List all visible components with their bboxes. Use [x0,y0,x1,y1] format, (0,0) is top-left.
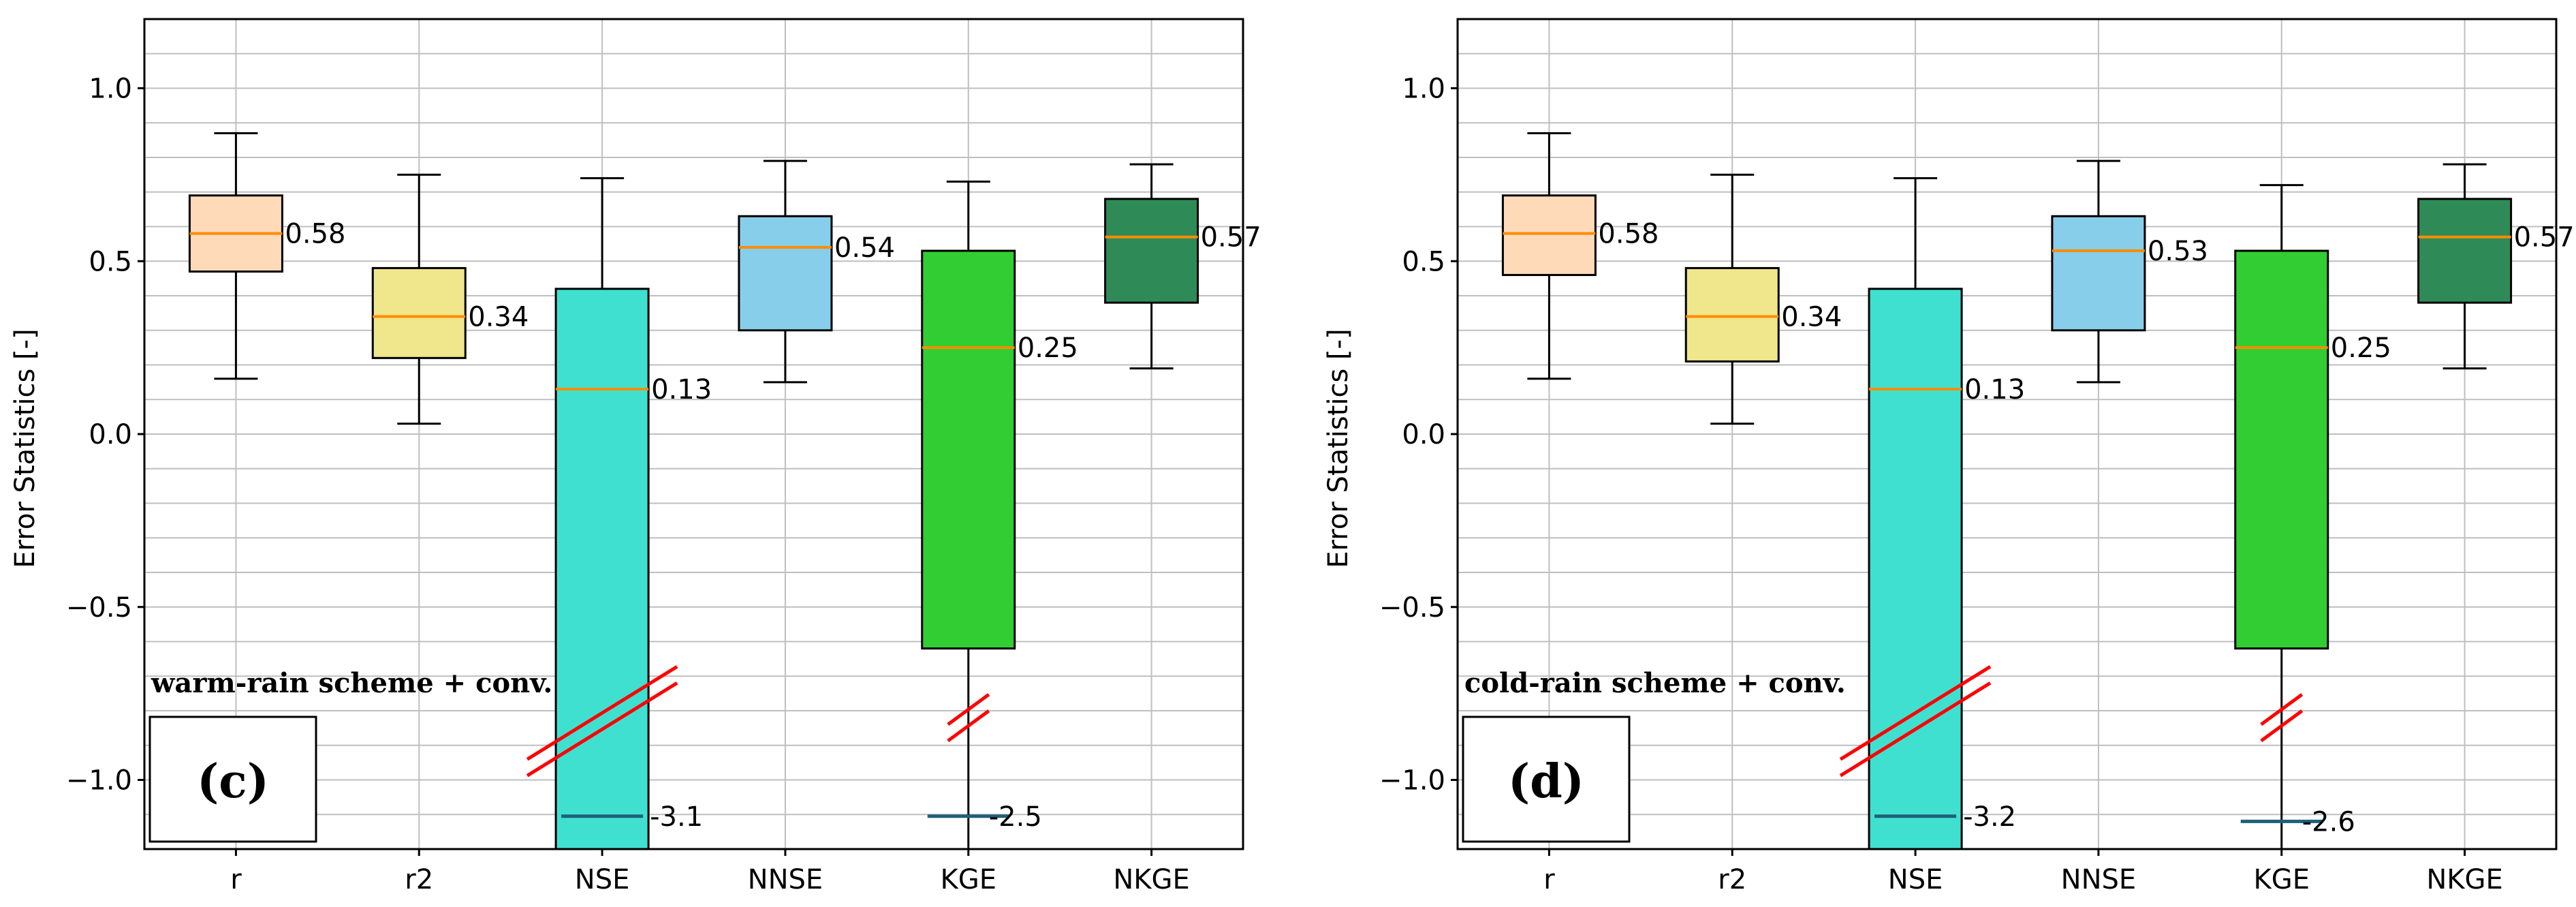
median-value-label: 0.54 [834,232,895,264]
panel-label: (d) [1508,754,1584,809]
box-r2: 0.34 [371,173,529,425]
scheme-annotation: warm-rain scheme + conv. [151,667,552,699]
y-tick-label: −0.5 [1379,592,1445,624]
panel-c: 0.58 0.34 0.13 -3.1 0.54 0.25 -2.5 0.57 −1.0 −0.… [10,18,1261,896]
box-nnse: 0.54 [738,159,895,384]
ticks-d: −1.0 −0.5 0.0 0.5 1.0 r r2 NSE NNSE KGE NKGE [1379,74,2503,896]
axis-break-mark [526,681,678,778]
panel-label-frame [148,716,317,843]
x-tick-label: NSE [1888,864,1943,895]
x-tick-label: r2 [405,864,433,895]
box-body [738,215,833,332]
y-tick-label: 1.0 [89,74,132,105]
box-nkge: 0.57 [1104,163,1261,370]
box-r: 0.58 [188,132,345,380]
median-value-label: 0.34 [1781,301,1842,333]
x-tick-label: NNSE [748,864,823,895]
y-tick-label: 0.0 [1402,419,1445,450]
box-body [1104,198,1199,304]
box-body [1501,194,1597,277]
median-value-label: 0.58 [1598,219,1659,250]
y-tick-label: 0.5 [1402,246,1445,277]
x-tick-label: NNSE [2061,864,2137,895]
x-tick-label: r2 [1718,864,1746,895]
axis-break-mark [1839,681,1992,778]
box-body [1868,288,1963,850]
panel-label-frame [1462,716,1631,843]
box-body [2051,215,2146,332]
median-value-label: 0.25 [2331,333,2391,364]
median-value-label: 0.13 [1964,374,2025,405]
axes-frame-d [1456,18,2558,850]
y-tick-label: 0.0 [89,419,132,450]
axis-break-mark [1839,665,1992,761]
median-value-label: 0.25 [1018,333,1078,364]
x-tick-label: NKGE [2426,864,2502,895]
axis-break-mark [2260,693,2304,726]
y-tick-label: 1.0 [1402,74,1445,105]
y-axis-label: Error Statistics [-] [10,328,41,568]
extreme-value-label: -2.5 [989,801,1042,833]
extreme-value-label: -3.1 [650,801,703,833]
extreme-value-label: -2.6 [2302,806,2355,837]
box-nse: 0.13 -3.2 [1839,176,2025,850]
median-value-label: 0.57 [1201,222,1261,253]
x-tick-label: KGE [941,864,997,895]
annotation-box-c: warm-rain scheme + conv. (c) [148,667,552,843]
x-tick-label: KGE [2254,864,2310,895]
box-body [2417,198,2513,304]
extreme-value-label: -3.2 [1963,801,2016,833]
box-r: 0.58 [1501,132,1659,380]
box-body [554,288,650,850]
median-value-label: 0.58 [285,219,345,250]
axis-break-mark [947,709,990,743]
x-tick-label: r [230,864,242,895]
panel-label: (c) [197,754,269,809]
box-body [2234,249,2329,650]
axis-break-mark [526,665,678,761]
box-kge: 0.25 -2.6 [2234,184,2391,849]
y-axis-label: Error Statistics [-] [1323,328,1354,568]
boxes-d: 0.58 0.34 0.13 -3.2 0.53 0.25 -2.6 0.57 [1501,132,2575,850]
scheme-annotation: cold-rain scheme + conv. [1464,667,1846,699]
y-tick-label: 0.5 [89,246,132,277]
box-nnse: 0.53 [2051,159,2208,384]
box-body [371,266,467,359]
y-tick-label: −1.0 [66,765,132,797]
median-value-label: 0.53 [2148,236,2208,267]
median-value-label: 0.34 [468,301,529,333]
axis-break-mark [947,693,990,726]
box-nse: 0.13 -3.1 [526,176,712,850]
boxes-c: 0.58 0.34 0.13 -3.1 0.54 0.25 -2.5 0.57 [188,132,1261,850]
x-tick-label: NKGE [1113,864,1189,895]
box-r2: 0.34 [1684,173,1842,425]
box-body [921,249,1016,650]
annotation-box-d: cold-rain scheme + conv. (d) [1462,667,1846,843]
median-value-label: 0.57 [2514,222,2575,253]
x-tick-label: r [1543,864,1555,895]
y-tick-label: −1.0 [1379,765,1445,797]
box-body [1684,266,1780,363]
axes-frame-c [143,18,1244,850]
box-nkge: 0.57 [2417,163,2575,370]
ticks-c: −1.0 −0.5 0.0 0.5 1.0 r r2 NSE NNSE KGE NKGE [66,74,1190,896]
panel-d: 0.58 0.34 0.13 -3.2 0.53 0.25 -2.6 0.57 −1.0 −0.… [1323,18,2575,896]
box-kge: 0.25 -2.5 [921,181,1078,849]
median-value-label: 0.13 [651,374,712,405]
x-tick-label: NSE [575,864,630,895]
y-tick-label: −0.5 [66,592,132,624]
axis-break-mark [2260,709,2304,743]
